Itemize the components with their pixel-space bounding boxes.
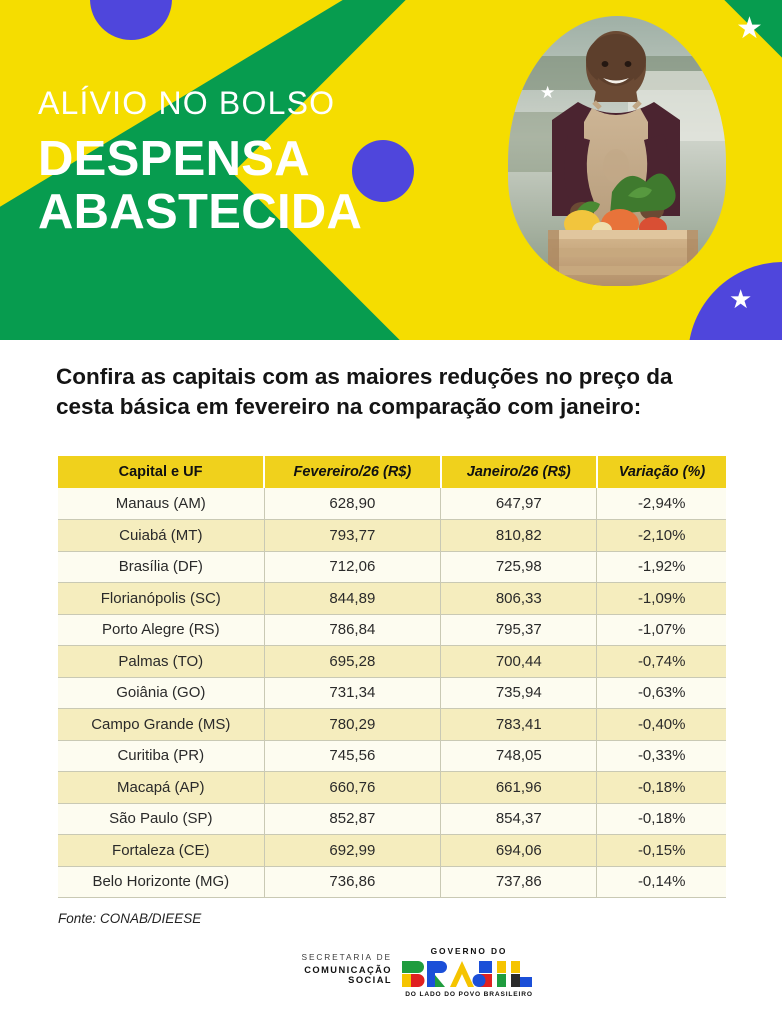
janeiro-cell: 806,33 bbox=[440, 582, 598, 615]
table-row: Florianópolis (SC) 844,89 806,33 -1,09% bbox=[58, 582, 726, 615]
variacao-cell: -1,07% bbox=[596, 614, 726, 646]
footer-logos: SECRETARIA DE COMUNICAÇÃO SOCIAL GOVERNO… bbox=[0, 944, 782, 1008]
col-header-variacao: Variação (%) bbox=[596, 456, 726, 488]
fevereiro-cell: 745,56 bbox=[264, 740, 442, 772]
table-row: Porto Alegre (RS) 786,84 795,37 -1,07% bbox=[58, 614, 726, 646]
capital-cell: Porto Alegre (RS) bbox=[58, 614, 265, 646]
capital-cell: Brasília (DF) bbox=[58, 551, 265, 583]
hero-text-block: ALÍVIO NO BOLSO DESPENSA ABASTECIDA bbox=[38, 85, 362, 239]
hero-headline-line1: DESPENSA bbox=[38, 132, 310, 187]
table-row: Fortaleza (CE) 692,99 694,06 -0,15% bbox=[58, 834, 726, 867]
gov-top-label: GOVERNO DO bbox=[430, 946, 508, 956]
fevereiro-cell: 628,90 bbox=[264, 488, 442, 520]
table-row: Curitiba (PR) 745,56 748,05 -0,33% bbox=[58, 740, 726, 772]
table-row: Palmas (TO) 695,28 700,44 -0,74% bbox=[58, 645, 726, 678]
table-row: Macapá (AP) 660,76 661,96 -0,18% bbox=[58, 771, 726, 804]
capital-cell: Goiânia (GO) bbox=[58, 677, 265, 709]
variacao-cell: -1,09% bbox=[596, 582, 726, 615]
variacao-cell: -1,92% bbox=[596, 551, 726, 583]
star-icon-upper-left: ★ bbox=[540, 83, 556, 102]
hero-kicker: ALÍVIO NO BOLSO bbox=[38, 85, 336, 121]
fevereiro-cell: 852,87 bbox=[264, 803, 442, 835]
janeiro-cell: 795,37 bbox=[440, 614, 598, 646]
variacao-cell: -0,15% bbox=[596, 834, 726, 867]
fevereiro-cell: 695,28 bbox=[264, 645, 442, 678]
variacao-cell: -0,40% bbox=[596, 708, 726, 741]
col-header-capital: Capital e UF bbox=[58, 456, 266, 488]
star-icon-bottom-right: ★ bbox=[729, 284, 753, 314]
variacao-cell: -2,94% bbox=[596, 488, 726, 520]
janeiro-cell: 810,82 bbox=[440, 519, 598, 552]
table-head: Capital e UF Fevereiro/26 (R$) Janeiro/2… bbox=[58, 456, 726, 488]
capital-cell: Manaus (AM) bbox=[58, 488, 265, 520]
fevereiro-cell: 844,89 bbox=[264, 582, 442, 615]
price-table: Capital e UF Fevereiro/26 (R$) Janeiro/2… bbox=[58, 456, 726, 898]
capital-cell: Florianópolis (SC) bbox=[58, 582, 265, 615]
table-row: Cuiabá (MT) 793,77 810,82 -2,10% bbox=[58, 519, 726, 552]
price-table-container: Capital e UF Fevereiro/26 (R$) Janeiro/2… bbox=[58, 456, 726, 898]
hero-headline: DESPENSA ABASTECIDA bbox=[38, 133, 362, 239]
star-icon-top-right: ★ bbox=[736, 12, 763, 45]
table-header-row: Capital e UF Fevereiro/26 (R$) Janeiro/2… bbox=[58, 456, 726, 488]
janeiro-cell: 647,97 bbox=[440, 488, 598, 520]
variacao-cell: -0,18% bbox=[596, 771, 726, 804]
table-row: Goiânia (GO) 731,34 735,94 -0,63% bbox=[58, 677, 726, 709]
secom-line2: COMUNICAÇÃO SOCIAL bbox=[304, 965, 392, 985]
janeiro-cell: 735,94 bbox=[440, 677, 598, 709]
hero-banner: ★ ★ ★ ALÍVIO NO BOLSO DESPENSA ABASTECID… bbox=[0, 0, 782, 340]
janeiro-cell: 725,98 bbox=[440, 551, 598, 583]
janeiro-cell: 854,37 bbox=[440, 803, 598, 835]
col-header-fevereiro: Fevereiro/26 (R$) bbox=[264, 456, 442, 488]
fevereiro-cell: 780,29 bbox=[264, 708, 442, 741]
table-row: Campo Grande (MS) 780,29 783,41 -0,40% bbox=[58, 708, 726, 741]
vendor-photo bbox=[508, 16, 726, 286]
hero-headline-line2: ABASTECIDA bbox=[38, 185, 363, 240]
janeiro-cell: 783,41 bbox=[440, 708, 598, 741]
source-note: Fonte: CONAB/DIEESE bbox=[58, 911, 202, 926]
janeiro-cell: 700,44 bbox=[440, 645, 598, 678]
variacao-cell: -0,63% bbox=[596, 677, 726, 709]
blue-circle-middle-decoration bbox=[352, 140, 414, 202]
janeiro-cell: 661,96 bbox=[440, 771, 598, 804]
table-row: Manaus (AM) 628,90 647,97 -2,94% bbox=[58, 488, 726, 520]
gov-bottom-label: DO LADO DO POVO BRASILEIRO bbox=[405, 991, 533, 998]
variacao-cell: -0,18% bbox=[596, 803, 726, 835]
variacao-cell: -0,33% bbox=[596, 740, 726, 772]
capital-cell: Campo Grande (MS) bbox=[58, 708, 265, 741]
fevereiro-cell: 793,77 bbox=[264, 519, 442, 552]
janeiro-cell: 748,05 bbox=[440, 740, 598, 772]
governo-do-brasil-logo: GOVERNO DO bbox=[400, 946, 538, 998]
fevereiro-cell: 660,76 bbox=[264, 771, 442, 804]
fevereiro-cell: 731,34 bbox=[264, 677, 442, 709]
fevereiro-cell: 692,99 bbox=[264, 834, 442, 867]
table-row: Belo Horizonte (MG) 736,86 737,86 -0,14% bbox=[58, 866, 726, 898]
capital-cell: Fortaleza (CE) bbox=[58, 834, 265, 867]
fevereiro-cell: 712,06 bbox=[264, 551, 442, 583]
fevereiro-cell: 736,86 bbox=[264, 866, 442, 898]
janeiro-cell: 737,86 bbox=[440, 866, 598, 898]
table-body: Manaus (AM) 628,90 647,97 -2,94% Cuiabá (MT)… bbox=[58, 488, 726, 898]
col-header-janeiro: Janeiro/26 (R$) bbox=[440, 456, 598, 488]
janeiro-cell: 694,06 bbox=[440, 834, 598, 867]
capital-cell: Cuiabá (MT) bbox=[58, 519, 265, 552]
capital-cell: Belo Horizonte (MG) bbox=[58, 866, 265, 898]
variacao-cell: -2,10% bbox=[596, 519, 726, 552]
capital-cell: Macapá (AP) bbox=[58, 771, 265, 804]
secom-line1: SECRETARIA DE bbox=[301, 952, 392, 962]
table-row: Brasília (DF) 712,06 725,98 -1,92% bbox=[58, 551, 726, 583]
capital-cell: Curitiba (PR) bbox=[58, 740, 265, 772]
table-row: São Paulo (SP) 852,87 854,37 -0,18% bbox=[58, 803, 726, 835]
brasil-wordmark-icon bbox=[400, 959, 538, 989]
secom-logo: SECRETARIA DE COMUNICAÇÃO SOCIAL bbox=[268, 952, 392, 985]
fevereiro-cell: 786,84 bbox=[264, 614, 442, 646]
variacao-cell: -0,14% bbox=[596, 866, 726, 898]
capital-cell: Palmas (TO) bbox=[58, 645, 265, 678]
lede-text: Confira as capitais com as maiores reduç… bbox=[56, 364, 673, 419]
variacao-cell: -0,74% bbox=[596, 645, 726, 678]
capital-cell: São Paulo (SP) bbox=[58, 803, 265, 835]
